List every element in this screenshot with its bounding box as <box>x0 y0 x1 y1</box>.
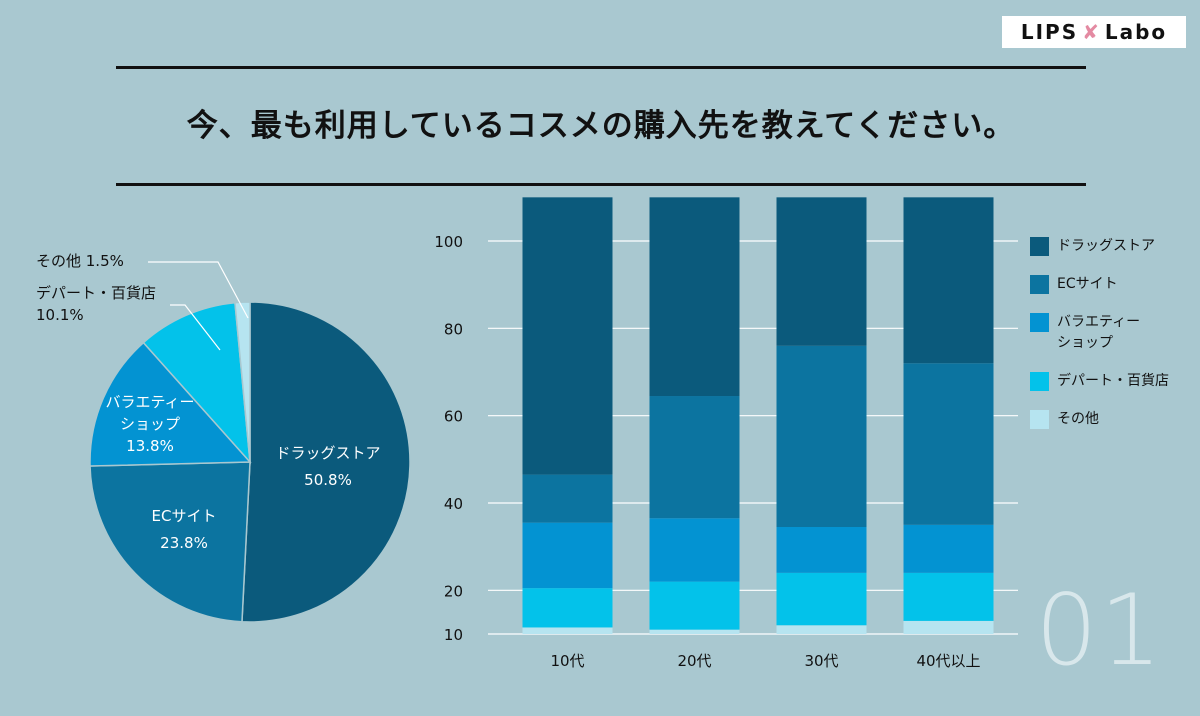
bar-segment <box>522 522 613 589</box>
legend-label: ECサイト <box>1057 276 1118 292</box>
y-tick-label: 100 <box>434 233 463 251</box>
bar-segment <box>903 524 994 573</box>
legend-item: バラエティー ショップ <box>1030 312 1190 354</box>
y-tick-label: 60 <box>444 408 463 426</box>
bar-segment <box>649 197 740 397</box>
y-tick-label: 80 <box>444 320 463 338</box>
y-tick-label: 20 <box>444 582 463 600</box>
legend-item: その他 <box>1030 409 1190 430</box>
pie-leader-line <box>170 304 221 351</box>
legend-swatch <box>1030 410 1049 429</box>
pie-slice-label: ショップ <box>120 415 180 433</box>
legend-item: ECサイト <box>1030 274 1190 295</box>
bar-segment <box>776 197 867 346</box>
stacked-bar-chart: 10 20 40 60 80 100 10代 20代 30代 40代以上 <box>434 197 1018 670</box>
legend-label: デパート・百貨店 <box>1057 373 1169 389</box>
pie-slice-value: 10.1% <box>36 306 84 324</box>
x-tick-label: 30代 <box>804 652 838 670</box>
x-tick-label: 10代 <box>550 652 584 670</box>
x-tick-label: 40代以上 <box>916 652 980 670</box>
title-bottom-rule <box>116 183 1086 186</box>
pie-slice <box>234 301 251 463</box>
page-number: 01 <box>1035 574 1164 688</box>
bar-segment <box>903 197 994 364</box>
bar-segment <box>903 620 994 634</box>
pie-slice <box>241 301 411 623</box>
pie-slice-label: ドラッグストア <box>275 444 380 462</box>
pie-leader-line <box>148 261 249 319</box>
lips-labo-logo: LIPS ✘ Labo <box>1002 16 1186 48</box>
bar-segment <box>776 527 867 573</box>
legend-swatch <box>1030 372 1049 391</box>
x-tick-label: 20代 <box>677 652 711 670</box>
bar-chart-legend: ドラッグストア ECサイトバラエティー ショップデパート・百貨店 その他 <box>1030 236 1190 447</box>
bar-segment <box>522 627 613 634</box>
title-top-rule <box>116 66 1086 69</box>
logo-text-lips: LIPS <box>1020 20 1079 44</box>
bar-segment <box>522 197 613 475</box>
page-title: 今、最も利用しているコスメの購入先を教えてください。 <box>186 108 1016 144</box>
pie-slice <box>89 341 252 467</box>
legend-label: その他 <box>1057 411 1099 427</box>
bar-segment <box>649 629 740 634</box>
bar-segment <box>522 474 613 523</box>
pie-slice <box>89 461 251 623</box>
logo-text-labo: Labo <box>1104 20 1168 44</box>
pie-slice-label: ECサイト <box>152 507 217 525</box>
legend-item: ドラッグストア <box>1030 236 1190 257</box>
legend-swatch <box>1030 237 1049 256</box>
bar-segment <box>649 396 740 519</box>
pie-slice-label: その他 1.5% <box>36 252 124 270</box>
pie-slice-value: 23.8% <box>160 534 208 552</box>
y-tick-label: 10 <box>444 626 463 644</box>
bar-segment <box>776 572 867 626</box>
bar-segment <box>903 572 994 621</box>
pie-slice-label: バラエティー <box>105 393 194 411</box>
bar-segment <box>776 625 867 634</box>
pie-slice-value: 50.8% <box>304 471 352 489</box>
pie-slice <box>142 301 251 465</box>
pie-slice-label: デパート・百貨店 <box>36 284 156 302</box>
pie-slice-value: 13.8% <box>126 437 174 455</box>
legend-label: バラエティー ショップ <box>1057 314 1141 351</box>
y-tick-label: 40 <box>444 495 463 513</box>
bar-segment <box>649 581 740 630</box>
bunny-icon: ✘ <box>1082 20 1101 44</box>
legend-swatch <box>1030 275 1049 294</box>
bar-segment <box>649 518 740 582</box>
legend-label: ドラッグストア <box>1057 238 1155 254</box>
legend-swatch <box>1030 313 1049 332</box>
bar-segment <box>903 363 994 525</box>
bar-segment <box>522 588 613 628</box>
bar-segment <box>776 345 867 528</box>
legend-item: デパート・百貨店 <box>1030 371 1190 392</box>
